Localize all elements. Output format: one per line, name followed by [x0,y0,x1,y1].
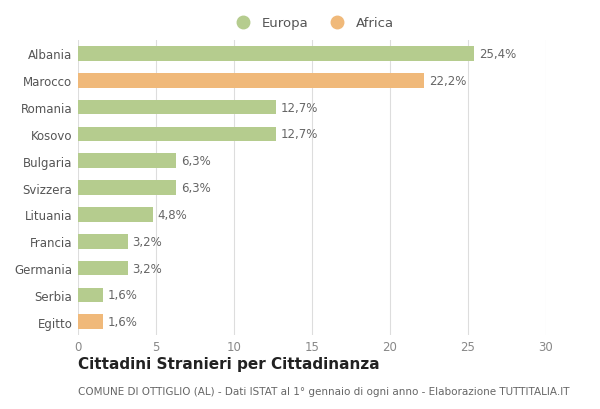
Text: 6,3%: 6,3% [181,182,211,195]
Bar [78,234,128,249]
Bar [78,101,276,115]
Text: 25,4%: 25,4% [479,48,516,61]
Bar [78,207,153,222]
Bar [78,154,176,169]
Text: 6,3%: 6,3% [181,155,211,168]
Text: COMUNE DI OTTIGLIO (AL) - Dati ISTAT al 1° gennaio di ogni anno - Elaborazione T: COMUNE DI OTTIGLIO (AL) - Dati ISTAT al … [78,387,569,396]
Text: 12,7%: 12,7% [281,101,318,114]
Bar [78,47,474,62]
Bar [78,181,176,196]
Text: 22,2%: 22,2% [429,74,466,88]
Bar [78,288,103,303]
Text: 1,6%: 1,6% [107,289,137,302]
Text: 3,2%: 3,2% [133,235,163,248]
Legend: Europa, Africa: Europa, Africa [225,12,399,36]
Bar [78,261,128,276]
Bar [78,127,276,142]
Bar [78,74,424,88]
Text: 1,6%: 1,6% [107,315,137,328]
Text: 3,2%: 3,2% [133,262,163,275]
Text: 4,8%: 4,8% [158,209,187,221]
Text: Cittadini Stranieri per Cittadinanza: Cittadini Stranieri per Cittadinanza [78,356,380,371]
Text: 12,7%: 12,7% [281,128,318,141]
Bar [78,315,103,329]
